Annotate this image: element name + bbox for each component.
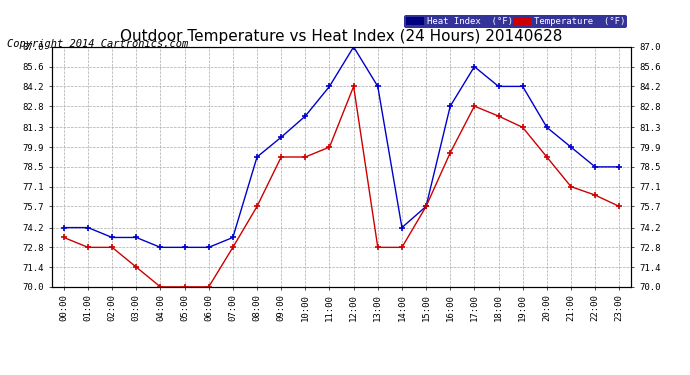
Legend: Heat Index  (°F), Temperature  (°F): Heat Index (°F), Temperature (°F) (404, 15, 627, 28)
Text: Copyright 2014 Cartronics.com: Copyright 2014 Cartronics.com (7, 39, 188, 50)
Title: Outdoor Temperature vs Heat Index (24 Hours) 20140628: Outdoor Temperature vs Heat Index (24 Ho… (120, 29, 563, 44)
